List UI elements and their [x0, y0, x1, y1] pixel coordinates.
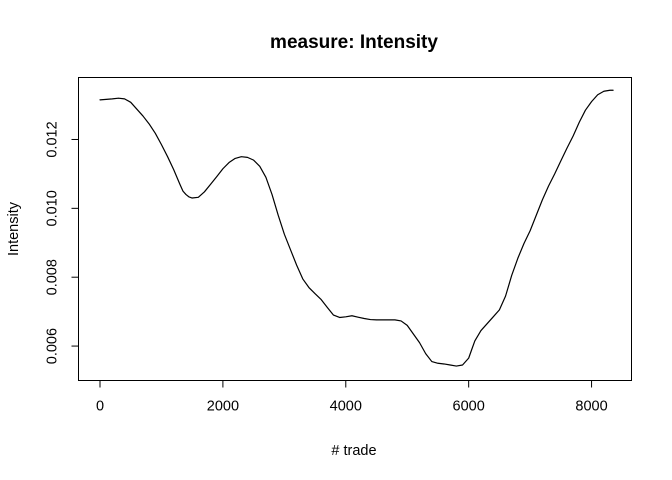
- y-tick-label: 0.012: [45, 121, 61, 157]
- x-tick-label: 0: [96, 399, 104, 415]
- x-tick-label: 4000: [330, 399, 362, 415]
- intensity-series-line: [99, 89, 614, 367]
- x-axis-label: # trade: [331, 443, 376, 459]
- x-tick-label: 6000: [453, 399, 485, 415]
- x-tick-label: 2000: [207, 399, 239, 415]
- y-tick-label: 0.006: [45, 328, 61, 364]
- x-axis: 0 2000 4000 6000 8000: [96, 380, 608, 415]
- x-tick-label: 8000: [575, 399, 607, 415]
- plot-frame: [78, 77, 632, 381]
- y-tick-label: 0.008: [45, 259, 61, 295]
- y-tick-label: 0.010: [45, 190, 61, 226]
- y-axis: 0.006 0.008 0.010 0.012: [45, 121, 79, 364]
- y-axis-label: Intensity: [6, 201, 22, 256]
- chart-title: measure: Intensity: [270, 32, 438, 53]
